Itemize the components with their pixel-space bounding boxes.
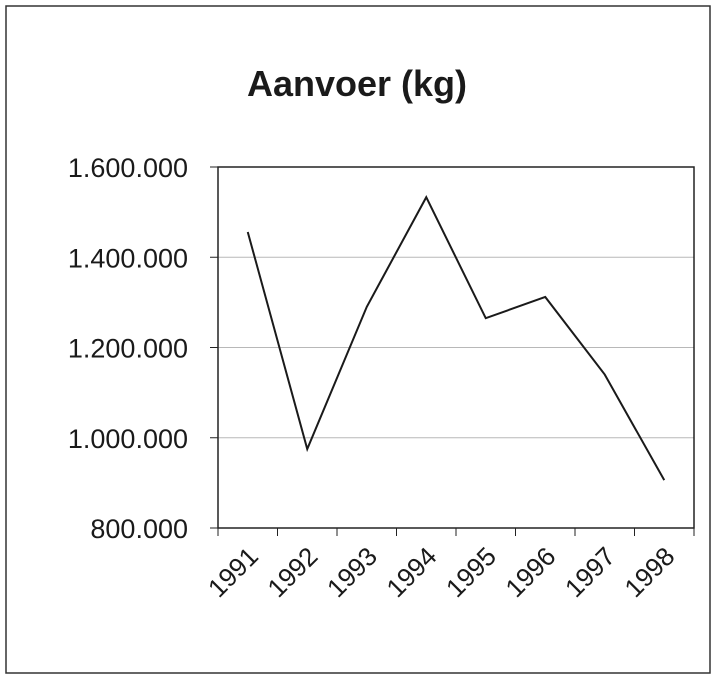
y-tick-label: 800.000 bbox=[90, 514, 188, 544]
y-tick-label: 1.000.000 bbox=[68, 424, 188, 454]
chart-title: Aanvoer (kg) bbox=[247, 63, 467, 104]
chart-frame bbox=[5, 5, 711, 674]
y-tick-label: 1.400.000 bbox=[68, 243, 188, 273]
y-tick-label: 1.600.000 bbox=[68, 153, 188, 183]
data-line bbox=[246, 195, 666, 481]
y-tick-label: 1.200.000 bbox=[68, 334, 188, 364]
